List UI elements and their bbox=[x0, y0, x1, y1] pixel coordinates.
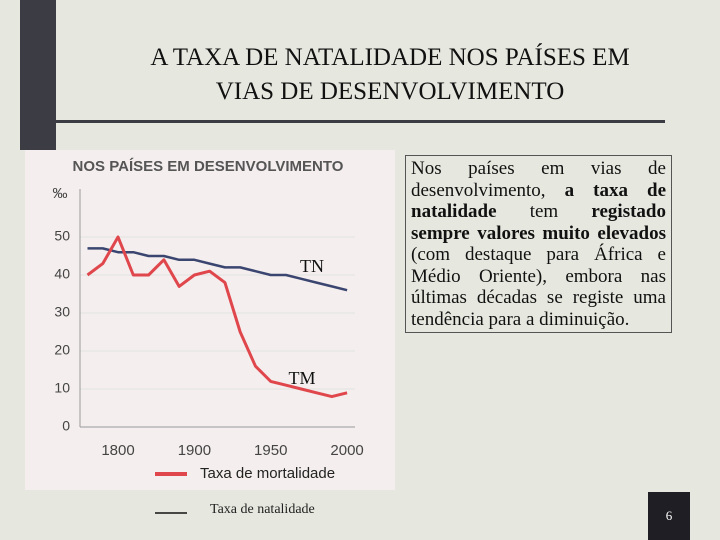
legend-label: Taxa de mortalidade bbox=[200, 465, 335, 482]
annotation: TN bbox=[300, 256, 324, 276]
x-tick-label: 2000 bbox=[330, 442, 363, 459]
page-number: 6 bbox=[648, 492, 690, 540]
x-tick-label: 1950 bbox=[254, 442, 287, 459]
x-tick-label: 1800 bbox=[101, 442, 134, 459]
text: (com destaque para África e Médio Orient… bbox=[411, 244, 666, 330]
slide-title: VIAS DE DESENVOLVIMENTO bbox=[215, 78, 565, 105]
text-box: Nos países em vias de desenvolvimento, a… bbox=[405, 155, 672, 333]
y-tick-label: 40 bbox=[54, 266, 70, 282]
text: registado sempre valores muito elevados bbox=[411, 201, 666, 244]
slide-title: A TAXA DE NATALIDADE NOS PAÍSES EM bbox=[150, 44, 630, 71]
legend-label: Taxa de natalidade bbox=[210, 502, 315, 517]
x-tick-label: 1900 bbox=[178, 442, 211, 459]
chart-title: NOS PAÍSES EM DESENVOLVIMENTO bbox=[73, 158, 344, 175]
decor-bar bbox=[20, 0, 56, 150]
y-tick-label: 50 bbox=[54, 228, 70, 244]
annotation: TM bbox=[289, 368, 316, 388]
text: Nos países em vias de desenvolvimento, bbox=[411, 158, 666, 201]
line-series bbox=[87, 247, 348, 292]
text: a taxa de natalidade bbox=[411, 179, 667, 223]
text: tem bbox=[496, 201, 592, 222]
chart-background bbox=[25, 150, 395, 490]
y-tick-label: 0 bbox=[62, 418, 70, 434]
y-tick-label: 10 bbox=[54, 380, 70, 396]
y-tick-label: 30 bbox=[54, 304, 70, 320]
line-series bbox=[86, 235, 348, 399]
y-tick-label: 20 bbox=[54, 342, 70, 358]
y-axis-label: ‰ bbox=[53, 185, 68, 202]
decor-rule bbox=[20, 120, 665, 123]
